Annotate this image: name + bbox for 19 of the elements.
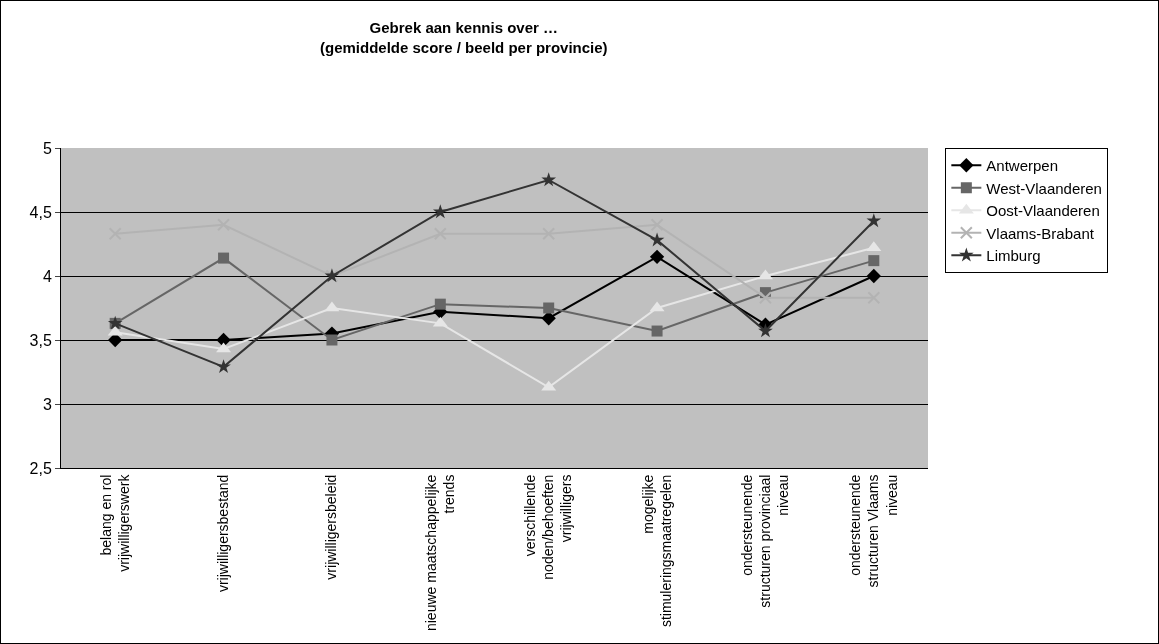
- x-tick-label: ondersteunende structuren Vlaams niveau: [847, 474, 900, 588]
- legend-label: Antwerpen: [986, 157, 1059, 175]
- y-tick-label: 4: [42, 267, 52, 285]
- legend-label: Vlaams-Brabant: [986, 224, 1095, 242]
- legend-label: Limburg: [986, 247, 1041, 265]
- chart-title: Gebrek aan kennis over … (gemiddelde score / beeld per provincie): [320, 19, 608, 56]
- y-tick-label: 3,5: [29, 331, 52, 349]
- x-tick-label: belang en rol vrijwilligerswerk: [97, 473, 132, 572]
- y-tick-label: 4,5: [29, 203, 52, 221]
- x-tick-label: vrijwilligersbeleid: [323, 474, 340, 580]
- legend-label: West-Vlaanderen: [986, 179, 1102, 197]
- y-tick-label: 3: [42, 395, 52, 413]
- x-tick-label: verschillende noden/behoeften vrijwilligers: [522, 474, 575, 580]
- x-tick-label: ondersteunende structuren provinciaal niveau: [738, 474, 792, 608]
- y-tick-label: 2,5: [29, 459, 52, 477]
- y-tick-label: 5: [42, 139, 52, 157]
- legend-label: Oost-Vlaanderen: [986, 202, 1100, 220]
- x-tick-label: nieuwe maatschappelijke trends: [422, 474, 457, 632]
- x-tick-label: vrijwilligersbestand: [215, 474, 232, 593]
